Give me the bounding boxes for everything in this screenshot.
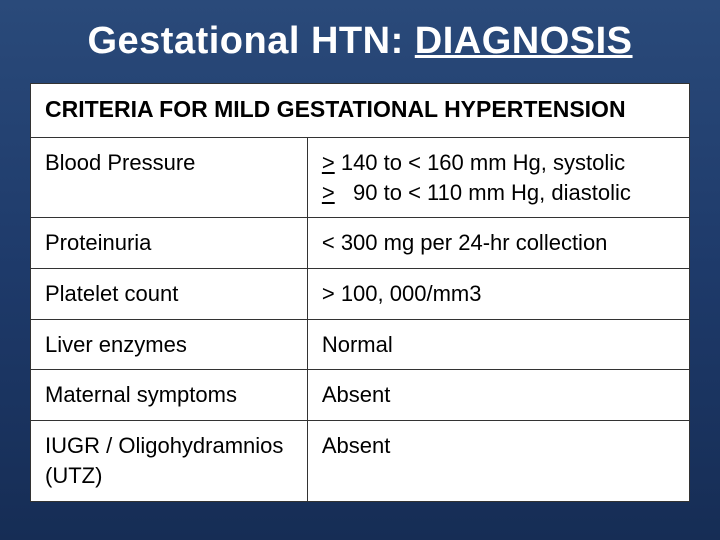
slide: Gestational HTN: DIAGNOSIS CRITERIA FOR … [0, 0, 720, 540]
table-row: Proteinuria < 300 mg per 24-hr collectio… [31, 218, 689, 269]
table-row: Maternal symptomsAbsent [31, 370, 689, 421]
table-header: CRITERIA FOR MILD GESTATIONAL HYPERTENSI… [31, 84, 689, 138]
criteria-label: IUGR / Oligohydramnios (UTZ) [31, 421, 307, 501]
criteria-label: Platelet count [31, 269, 307, 320]
criteria-label: Proteinuria [31, 218, 307, 269]
table-body: Blood Pressure> 140 to < 160 mm Hg, syst… [31, 138, 689, 501]
title-plain: Gestational HTN: [87, 20, 414, 62]
criteria-table-wrap: CRITERIA FOR MILD GESTATIONAL HYPERTENSI… [30, 83, 690, 502]
criteria-label: Liver enzymes [31, 319, 307, 370]
slide-title: Gestational HTN: DIAGNOSIS [30, 20, 690, 63]
criteria-value: Absent [307, 421, 689, 501]
criteria-value: Absent [307, 370, 689, 421]
title-underlined: DIAGNOSIS [415, 20, 633, 62]
criteria-value: Normal [307, 319, 689, 370]
criteria-value: > 100, 000/mm3 [307, 269, 689, 320]
table-row: Liver enzymesNormal [31, 319, 689, 370]
criteria-label: Maternal symptoms [31, 370, 307, 421]
table-header-row: CRITERIA FOR MILD GESTATIONAL HYPERTENSI… [31, 84, 689, 138]
criteria-value: > 140 to < 160 mm Hg, systolic> 90 to < … [307, 138, 689, 218]
criteria-table: CRITERIA FOR MILD GESTATIONAL HYPERTENSI… [31, 84, 689, 501]
table-row: IUGR / Oligohydramnios (UTZ)Absent [31, 421, 689, 501]
table-row: Platelet count> 100, 000/mm3 [31, 269, 689, 320]
table-row: Blood Pressure> 140 to < 160 mm Hg, syst… [31, 138, 689, 218]
criteria-label: Blood Pressure [31, 138, 307, 218]
criteria-value: < 300 mg per 24-hr collection [307, 218, 689, 269]
